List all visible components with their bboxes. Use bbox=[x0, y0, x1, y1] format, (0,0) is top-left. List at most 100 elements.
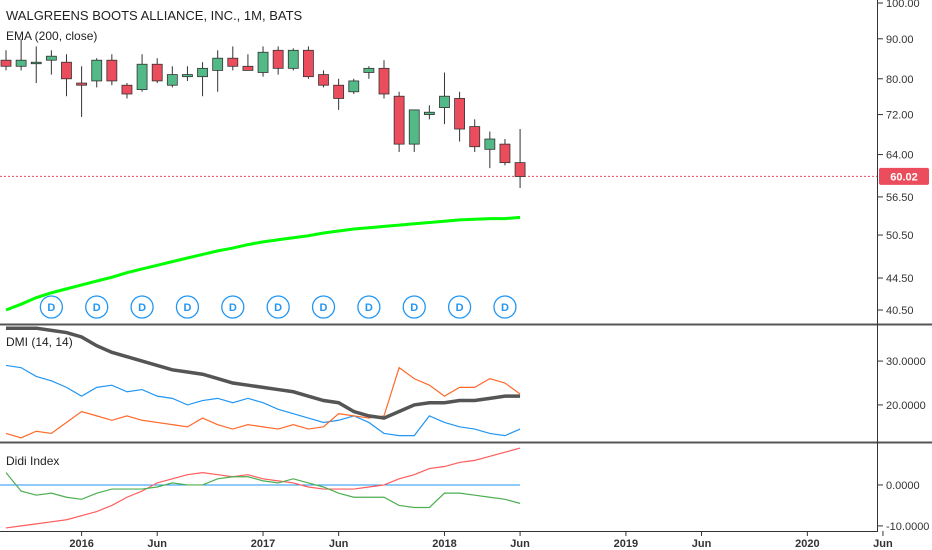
didi-short-line bbox=[5, 447, 521, 529]
dividend-marker-label: D bbox=[93, 302, 101, 314]
time-tick-label: Jun bbox=[329, 538, 349, 550]
candles[interactable] bbox=[0, 38, 526, 189]
dividend-marker[interactable] bbox=[357, 295, 381, 319]
dmi-tick-label: 30.0000 bbox=[886, 356, 926, 368]
dmi-legend[interactable]: DMI (14, 14) bbox=[6, 335, 73, 349]
last-price-tag: 60.02 bbox=[879, 167, 929, 185]
candle-body[interactable] bbox=[499, 143, 511, 164]
candle-body[interactable] bbox=[484, 138, 496, 150]
candle-body[interactable] bbox=[151, 63, 163, 82]
candle-body[interactable] bbox=[242, 65, 254, 71]
dividend-marker-label: D bbox=[501, 302, 509, 314]
candle-body[interactable] bbox=[30, 61, 42, 65]
price-tick-label: 90.00 bbox=[886, 34, 914, 46]
candle-body[interactable] bbox=[439, 95, 450, 108]
dividend-marker-label: D bbox=[365, 302, 373, 314]
dividend-marker-label: D bbox=[410, 302, 418, 314]
didi-tick-label: -10.0000 bbox=[886, 521, 929, 533]
candle-body[interactable] bbox=[302, 49, 314, 78]
price-tick-label: 100.00 bbox=[886, 0, 920, 10]
candle-body[interactable] bbox=[454, 98, 466, 130]
dividend-marker[interactable] bbox=[221, 295, 245, 319]
price-tick-label: 40.50 bbox=[886, 305, 914, 317]
dmi-tick-label: 20.0000 bbox=[886, 400, 926, 412]
dividend-marker[interactable] bbox=[493, 295, 517, 319]
dividend-marker[interactable] bbox=[311, 295, 336, 319]
price-tick-label: 44.50 bbox=[886, 273, 914, 285]
dividend-marker[interactable] bbox=[175, 295, 200, 319]
dividend-marker-label: D bbox=[229, 302, 237, 314]
price-tick-label: 72.00 bbox=[886, 110, 914, 122]
dividend-marker-label: D bbox=[320, 302, 328, 314]
candle-body[interactable] bbox=[45, 55, 57, 61]
dmi-pane[interactable] bbox=[5, 326, 521, 439]
candle-body[interactable] bbox=[0, 59, 12, 67]
time-tick-label: Jun bbox=[873, 538, 893, 550]
candle-body[interactable] bbox=[212, 57, 224, 71]
price-tick-label: 50.50 bbox=[886, 230, 914, 242]
candle-body[interactable] bbox=[257, 51, 269, 73]
last-price-tag-bg bbox=[879, 167, 929, 185]
candle-body[interactable] bbox=[272, 49, 284, 69]
dividend-marker-label: D bbox=[138, 302, 146, 314]
dividend-marker-label: D bbox=[274, 302, 282, 314]
ema-legend[interactable]: EMA (200, close) bbox=[6, 29, 97, 43]
last-price-value: 60.02 bbox=[890, 171, 918, 183]
price-tick-label: 80.00 bbox=[886, 74, 914, 86]
candle-body[interactable] bbox=[106, 59, 118, 82]
time-tick-label: Jun bbox=[510, 538, 530, 550]
candle-body[interactable] bbox=[227, 57, 239, 67]
time-tick-label: 2017 bbox=[251, 538, 275, 550]
adx-line bbox=[6, 326, 521, 420]
candle-body[interactable] bbox=[61, 61, 72, 80]
didi-pane[interactable] bbox=[0, 447, 521, 529]
dividend-marker-label: D bbox=[183, 302, 191, 314]
candle-body[interactable] bbox=[423, 111, 435, 115]
ema-line bbox=[5, 215, 521, 312]
didi-legend[interactable]: Didi Index bbox=[6, 454, 59, 468]
candle-body[interactable] bbox=[91, 59, 103, 82]
candle-body[interactable] bbox=[166, 74, 178, 86]
candle-body[interactable] bbox=[197, 67, 208, 78]
dividend-marker-label: D bbox=[456, 302, 464, 314]
dividend-marker-label: D bbox=[47, 302, 55, 314]
time-tick-label: 2018 bbox=[432, 538, 456, 550]
chart-title: WALGREENS BOOTS ALLIANCE, INC., 1M, BATS bbox=[6, 8, 303, 23]
candle-body[interactable] bbox=[333, 84, 345, 99]
candle-body[interactable] bbox=[378, 67, 390, 95]
time-axis[interactable]: 2016 Jun 2017 Jun 2018 Jun 2019 Jun 2020 Jun bbox=[69, 531, 893, 550]
ema-200-line bbox=[5, 215, 521, 312]
candle-body[interactable] bbox=[318, 74, 329, 86]
dividend-marker[interactable] bbox=[130, 295, 154, 319]
price-tick-label: 64.00 bbox=[886, 150, 914, 162]
dmi-minus-line bbox=[5, 366, 521, 439]
price-tick-label: 56.50 bbox=[886, 192, 914, 204]
candle-body[interactable] bbox=[348, 80, 360, 93]
candle-body[interactable] bbox=[408, 109, 420, 145]
candle-body[interactable] bbox=[182, 74, 193, 78]
dividend-marker[interactable] bbox=[39, 295, 64, 319]
didi-tick-label: 0.0000 bbox=[886, 480, 920, 492]
candle-body[interactable] bbox=[76, 82, 87, 86]
candle-body[interactable] bbox=[514, 162, 526, 177]
candle-body[interactable] bbox=[363, 67, 375, 73]
dmi-plus-line bbox=[5, 364, 521, 437]
candle-body[interactable] bbox=[469, 126, 481, 148]
candle-body[interactable] bbox=[393, 95, 405, 145]
candle-body[interactable] bbox=[287, 49, 299, 69]
didi-long-line bbox=[5, 472, 521, 509]
candle-body[interactable] bbox=[136, 63, 148, 90]
dividend-marker[interactable] bbox=[85, 295, 109, 319]
dividend-marker[interactable] bbox=[266, 295, 290, 319]
price-axis[interactable]: 100.00 90.00 80.00 72.00 64.00 56.50 50.50 44.5… bbox=[877, 0, 929, 533]
dividend-marker[interactable] bbox=[402, 295, 426, 319]
time-tick-label: Jun bbox=[147, 538, 167, 550]
candle-body[interactable] bbox=[121, 84, 133, 95]
time-tick-label: 2016 bbox=[69, 538, 93, 550]
candle-body[interactable] bbox=[15, 59, 27, 67]
time-tick-label: 2019 bbox=[614, 538, 638, 550]
dividend-marker[interactable] bbox=[447, 295, 472, 319]
